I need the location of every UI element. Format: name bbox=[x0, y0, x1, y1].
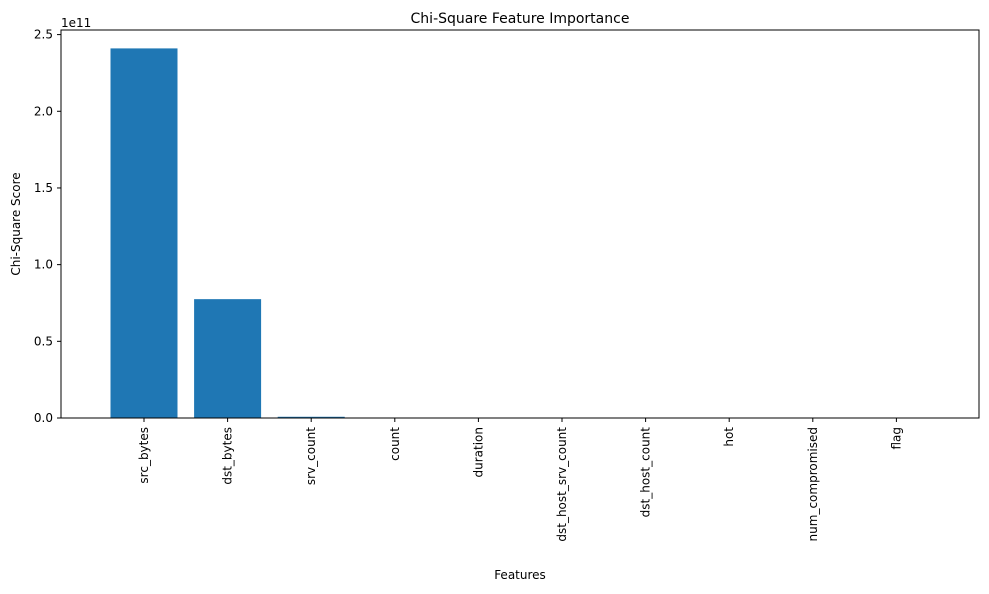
x-tick-label: dst_bytes bbox=[221, 427, 235, 485]
bars-group bbox=[111, 48, 930, 418]
y-tick-label: 1.5 bbox=[34, 181, 53, 195]
x-tick-label: dst_host_srv_count bbox=[555, 427, 569, 542]
y-axis-ticks: 0.0 0.5 1.0 1.5 2.0 2.5 bbox=[34, 28, 61, 425]
x-tick-label: srv_count bbox=[304, 427, 318, 485]
x-tick-label: duration bbox=[471, 427, 485, 478]
x-axis-ticks: src_bytes dst_bytes srv_count count duration… bbox=[137, 418, 903, 542]
x-axis-label: Features bbox=[494, 568, 546, 582]
x-tick-label: num_compromised bbox=[806, 427, 820, 541]
bar-dst-bytes bbox=[194, 299, 261, 418]
x-tick-label: count bbox=[388, 427, 402, 461]
y-tick-label: 2.5 bbox=[34, 28, 53, 42]
y-tick-label: 0.0 bbox=[34, 411, 53, 425]
y-tick-label: 0.5 bbox=[34, 334, 53, 348]
chart-title: Chi-Square Feature Importance bbox=[411, 11, 630, 27]
bar-src-bytes bbox=[111, 48, 178, 418]
x-tick-label: src_bytes bbox=[137, 427, 151, 484]
x-tick-label: dst_host_count bbox=[639, 427, 653, 518]
y-tick-label: 1.0 bbox=[34, 258, 53, 272]
x-tick-label: flag bbox=[889, 427, 903, 450]
plot-area: 0.0 0.5 1.0 1.5 2.0 2.5 src_bytes dst_bytes srv… bbox=[34, 28, 979, 542]
y-tick-label: 2.0 bbox=[34, 104, 53, 118]
y-axis-label: Chi-Square Score bbox=[9, 172, 23, 275]
y-axis-offset-text: 1e11 bbox=[61, 16, 91, 30]
x-tick-label: hot bbox=[722, 427, 736, 447]
